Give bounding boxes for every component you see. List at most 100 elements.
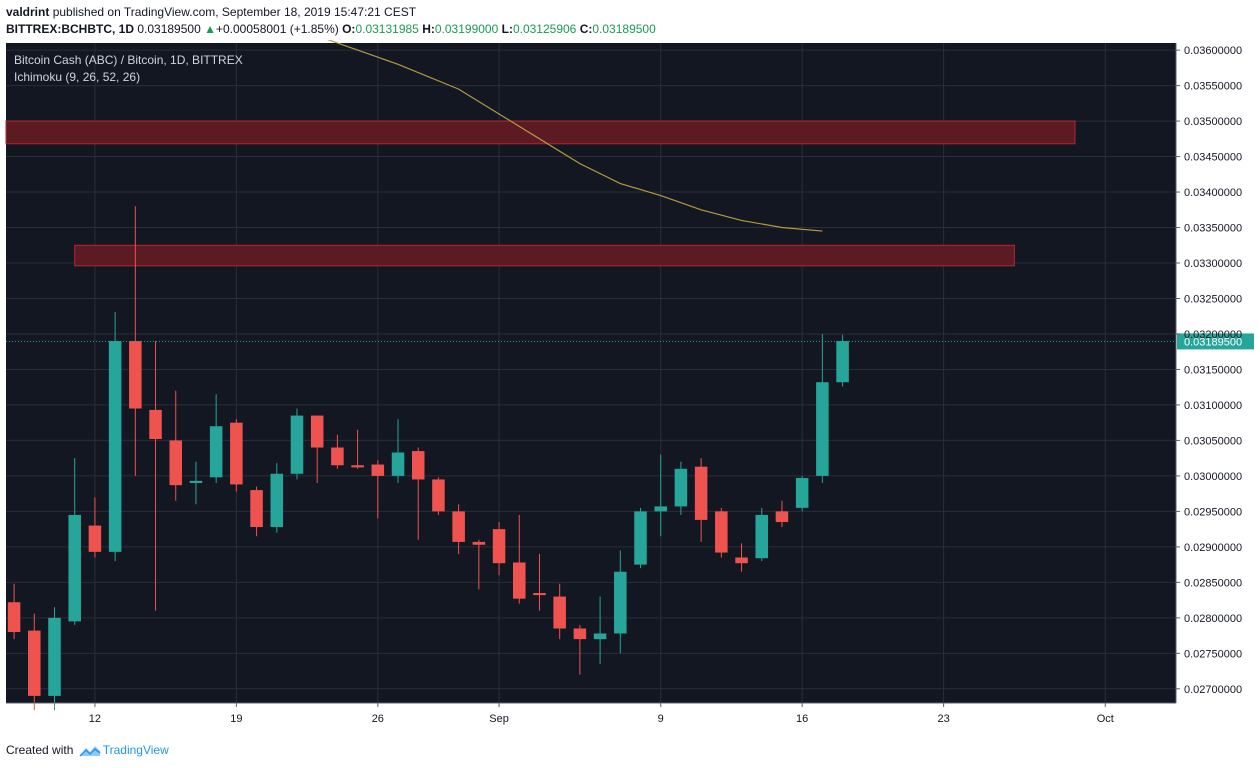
candle-down	[775, 500, 789, 527]
last-price-tag-label: 0.03189500	[1184, 336, 1242, 348]
created-with-text: Created with	[6, 743, 74, 757]
y-tick-label: 0.03000000	[1184, 471, 1242, 483]
candle-up	[391, 419, 405, 483]
candle-up	[189, 461, 203, 505]
y-tick-label: 0.02900000	[1184, 542, 1242, 554]
candle-body	[735, 557, 748, 564]
candle-body	[614, 571, 627, 634]
candle-body	[351, 465, 364, 468]
candle-down	[230, 419, 243, 492]
candle-body	[553, 596, 566, 629]
close-value: 0.03189500	[592, 22, 656, 36]
candle-down	[310, 415, 324, 483]
candle-body	[715, 511, 728, 553]
price-axis[interactable]: 0.03600000 0.03550000 0.03500000 0.03450000…	[1175, 43, 1242, 703]
candle-body	[250, 490, 263, 527]
y-tick-label: 0.02750000	[1184, 648, 1242, 660]
candle-up	[654, 454, 667, 537]
candle-up	[634, 507, 647, 569]
last-price-tag	[1177, 333, 1254, 350]
x-tick-label: Sep	[489, 713, 509, 725]
candle-down	[513, 514, 526, 604]
candle-down	[331, 434, 344, 469]
candle-body	[129, 341, 142, 409]
candle-down	[88, 497, 102, 558]
candlestick-chart[interactable]: 0.03189500 0.03600000 0.03550000 0.0350000…	[0, 40, 1260, 732]
candle-body	[189, 480, 203, 483]
candle-down	[452, 504, 465, 554]
y-tick-label: 0.03300000	[1184, 258, 1242, 270]
candle-body	[472, 541, 486, 545]
candle-body	[432, 479, 445, 512]
author-name[interactable]: valdrint	[6, 5, 50, 19]
plot-background	[6, 43, 1176, 703]
x-tick-label: 23	[937, 713, 949, 725]
high-value: 0.03199000	[434, 22, 499, 36]
chart-container[interactable]: 0.03189500 0.03600000 0.03550000 0.0350000…	[0, 40, 1260, 732]
chart-legend-title: Bitcoin Cash (ABC) / Bitcoin, 1D, BITTRE…	[14, 53, 243, 67]
x-tick-label: 16	[796, 713, 808, 725]
candle-down	[553, 583, 566, 640]
low-value: 0.03125906	[512, 22, 577, 36]
candle-up	[836, 334, 849, 387]
candle-up	[290, 408, 304, 480]
y-tick-label: 0.02950000	[1184, 506, 1242, 518]
candle-down	[492, 522, 506, 576]
x-tick-label: 9	[658, 713, 664, 725]
candle-body	[573, 628, 587, 640]
candle-up	[674, 461, 688, 515]
open-value: 0.03131985	[355, 22, 419, 36]
candle-body	[270, 473, 284, 527]
candle-down	[250, 486, 263, 537]
candle-body	[88, 525, 102, 552]
triangle-up-icon: ▲	[204, 22, 216, 36]
tradingview-brand-link[interactable]: TradingView	[102, 743, 169, 757]
candle-up	[68, 458, 81, 625]
y-tick-label: 0.03100000	[1184, 400, 1242, 412]
candle-body	[533, 593, 546, 596]
resistance-zones	[5, 120, 1076, 267]
candle-body	[836, 341, 849, 383]
candle-body	[816, 382, 829, 476]
y-tick-label: 0.02850000	[1184, 577, 1242, 589]
candle-up	[614, 550, 627, 654]
candle-down	[28, 613, 41, 711]
symbol-info-bar: BITTREX:BCHBTC, 1D 0.03189500 ▲+0.000580…	[6, 22, 656, 36]
candle-up	[209, 394, 223, 483]
ichimoku-line-group	[327, 40, 823, 232]
resistance-zone	[5, 120, 1076, 145]
candle-body	[290, 415, 304, 474]
candle-body	[68, 514, 81, 622]
time-axis[interactable]: 12 19 26 Sep 9 16 23 Oct	[6, 702, 1176, 725]
candle-down	[169, 390, 183, 501]
x-tick-label: 12	[89, 713, 101, 725]
candle-down	[7, 583, 21, 640]
candle-body	[371, 464, 385, 476]
candle-body	[593, 633, 607, 640]
candle-body	[7, 602, 21, 633]
last-price: 0.03189500	[137, 22, 201, 36]
candle-body	[452, 511, 465, 542]
candle-body	[694, 466, 708, 520]
candle-up	[593, 596, 607, 664]
y-tick-label: 0.02700000	[1184, 684, 1242, 696]
candle-body	[775, 511, 789, 523]
candle-up	[108, 311, 122, 562]
candle-down	[472, 539, 486, 590]
candle-down	[351, 429, 364, 469]
candle-body	[634, 511, 647, 565]
y-tick-label: 0.02800000	[1184, 613, 1242, 625]
candle-up	[795, 475, 809, 512]
candle-body	[149, 409, 162, 439]
candle-body	[513, 562, 526, 599]
candle-down	[735, 543, 748, 572]
ichimoku-line	[327, 40, 823, 232]
low-label: L:	[501, 22, 513, 36]
candle-body	[674, 468, 688, 507]
resistance-zone	[74, 244, 1015, 267]
tradingview-logo-icon	[79, 745, 101, 757]
price-change: +0.00058001 (+1.85%)	[215, 22, 339, 36]
y-tick-label: 0.03600000	[1184, 45, 1242, 57]
candle-down	[715, 507, 728, 558]
x-tick-label: 26	[372, 713, 384, 725]
